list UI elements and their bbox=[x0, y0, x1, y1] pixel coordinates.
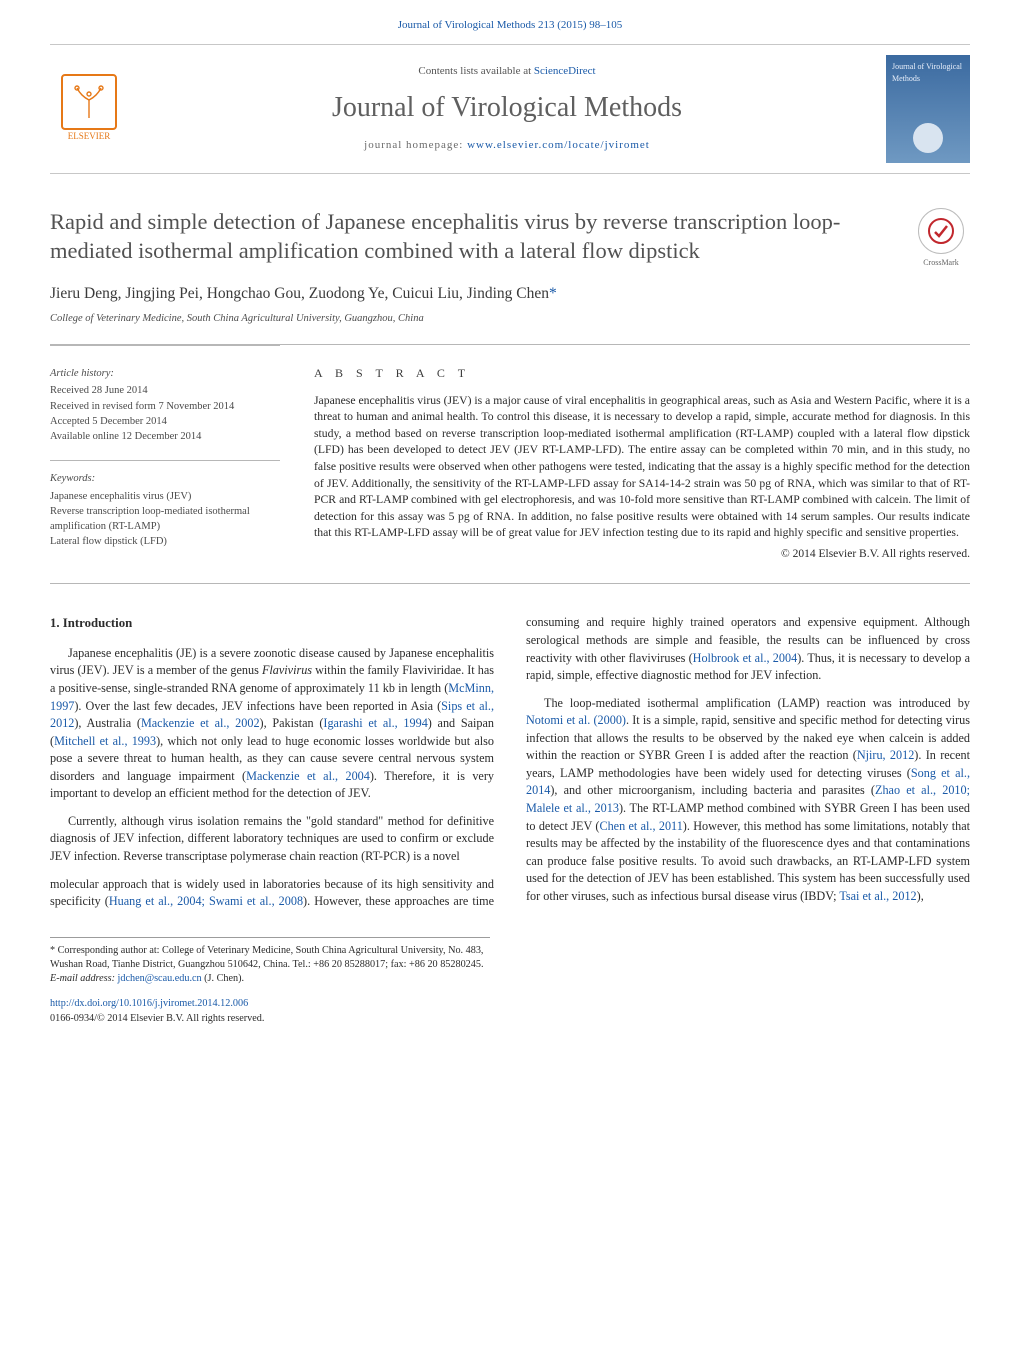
crossmark-widget[interactable]: CrossMark bbox=[912, 208, 970, 269]
keyword-item: Lateral flow dipstick (LFD) bbox=[50, 534, 280, 549]
citation-link[interactable]: Mitchell et al., 1993 bbox=[54, 734, 156, 748]
body-two-column: 1. Introduction Japanese encephalitis (J… bbox=[50, 614, 970, 913]
abstract-block: A B S T R A C T Japanese encephalitis vi… bbox=[314, 345, 970, 565]
keyword-item: Reverse transcription loop-mediated isot… bbox=[50, 504, 280, 534]
citation-link[interactable]: Mackenzie et al., 2002 bbox=[141, 716, 260, 730]
keywords-heading: Keywords: bbox=[50, 471, 280, 486]
authors-text: Jieru Deng, Jingjing Pei, Hongchao Gou, … bbox=[50, 285, 549, 302]
text-run: ), Pakistan ( bbox=[260, 716, 324, 730]
homepage-pre: journal homepage: bbox=[364, 139, 467, 151]
cover-art-icon bbox=[913, 123, 943, 153]
citation-link[interactable]: Holbrook et al., 2004 bbox=[693, 651, 798, 665]
journal-homepage-link[interactable]: www.elsevier.com/locate/jviromet bbox=[467, 139, 650, 151]
publisher-name: ELSEVIER bbox=[68, 130, 111, 143]
running-head: Journal of Virological Methods 213 (2015… bbox=[0, 0, 1020, 44]
footnote-corr-text: * Corresponding author at: College of Ve… bbox=[50, 944, 490, 972]
citation-link[interactable]: Igarashi et al., 1994 bbox=[323, 716, 427, 730]
citation-link[interactable]: Tsai et al., 2012 bbox=[839, 889, 916, 903]
article-info-sidebar: Article history: Received 28 June 2014 R… bbox=[50, 345, 280, 565]
text-run: The loop-mediated isothermal amplificati… bbox=[544, 696, 970, 710]
elsevier-tree-icon bbox=[61, 74, 117, 130]
crossmark-label: CrossMark bbox=[923, 258, 959, 267]
text-run: ), bbox=[917, 889, 924, 903]
article-history: Article history: Received 28 June 2014 R… bbox=[50, 366, 280, 444]
section-heading-1: 1. Introduction bbox=[50, 614, 494, 632]
abstract-heading: A B S T R A C T bbox=[314, 365, 970, 382]
journal-name: Journal of Virological Methods bbox=[142, 88, 872, 129]
author-list: Jieru Deng, Jingjing Pei, Hongchao Gou, … bbox=[50, 283, 970, 305]
divider bbox=[50, 460, 280, 461]
contents-line-pre: Contents lists available at bbox=[418, 65, 533, 77]
issn-copyright: 0166-0934/© 2014 Elsevier B.V. All right… bbox=[50, 1012, 970, 1027]
corresponding-footnote: * Corresponding author at: College of Ve… bbox=[50, 937, 490, 985]
doi-block: http://dx.doi.org/10.1016/j.jviromet.201… bbox=[50, 997, 970, 1027]
email-tail: (J. Chen). bbox=[202, 973, 244, 984]
contents-line: Contents lists available at ScienceDirec… bbox=[142, 64, 872, 80]
history-online: Available online 12 December 2014 bbox=[50, 429, 280, 444]
text-italic: Flavivirus bbox=[262, 663, 312, 677]
text-run: ), and other microorganism, including ba… bbox=[550, 783, 875, 797]
body-paragraph: Japanese encephalitis (JE) is a severe z… bbox=[50, 645, 494, 803]
footnote-email-line: E-mail address: jdchen@scau.edu.cn (J. C… bbox=[50, 972, 490, 986]
citation-link[interactable]: Chen et al., 2011 bbox=[599, 819, 682, 833]
text-run: ). Over the last few decades, JEV infect… bbox=[74, 699, 441, 713]
doi-link[interactable]: http://dx.doi.org/10.1016/j.jviromet.201… bbox=[50, 998, 248, 1009]
history-received: Received 28 June 2014 bbox=[50, 383, 280, 398]
journal-cover-thumbnail: Journal of Virological Methods bbox=[886, 55, 970, 163]
body-paragraph: Currently, although virus isolation rema… bbox=[50, 813, 494, 866]
cover-title: Journal of Virological Methods bbox=[892, 61, 964, 84]
body-paragraph: The loop-mediated isothermal amplificati… bbox=[526, 695, 970, 906]
abstract-text: Japanese encephalitis virus (JEV) is a m… bbox=[314, 393, 970, 542]
text-run: ), Australia ( bbox=[74, 716, 141, 730]
corresponding-email-link[interactable]: jdchen@scau.edu.cn bbox=[118, 973, 202, 984]
masthead-center: Contents lists available at ScienceDirec… bbox=[142, 64, 872, 154]
journal-masthead: ELSEVIER Contents lists available at Sci… bbox=[50, 44, 970, 174]
citation-link[interactable]: Huang et al., 2004; Swami et al., 2008 bbox=[109, 894, 303, 908]
divider bbox=[50, 583, 970, 584]
sciencedirect-link[interactable]: ScienceDirect bbox=[534, 65, 596, 77]
abstract-copyright: © 2014 Elsevier B.V. All rights reserved… bbox=[314, 546, 970, 563]
email-label: E-mail address: bbox=[50, 973, 118, 984]
corresponding-mark: * bbox=[549, 285, 557, 302]
history-heading: Article history: bbox=[50, 366, 280, 381]
history-revised: Received in revised form 7 November 2014 bbox=[50, 399, 280, 414]
citation-link[interactable]: Mackenzie et al., 2004 bbox=[246, 769, 370, 783]
keywords-block: Keywords: Japanese encephalitis virus (J… bbox=[50, 471, 280, 549]
citation-link[interactable]: Njiru, 2012 bbox=[857, 748, 914, 762]
citation-link[interactable]: Notomi et al. (2000) bbox=[526, 713, 626, 727]
paper-title: Rapid and simple detection of Japanese e… bbox=[50, 208, 898, 266]
publisher-logo: ELSEVIER bbox=[50, 65, 128, 153]
crossmark-icon bbox=[918, 208, 964, 254]
history-accepted: Accepted 5 December 2014 bbox=[50, 414, 280, 429]
homepage-line: journal homepage: www.elsevier.com/locat… bbox=[142, 138, 872, 154]
keyword-item: Japanese encephalitis virus (JEV) bbox=[50, 489, 280, 504]
affiliation: College of Veterinary Medicine, South Ch… bbox=[50, 311, 970, 326]
